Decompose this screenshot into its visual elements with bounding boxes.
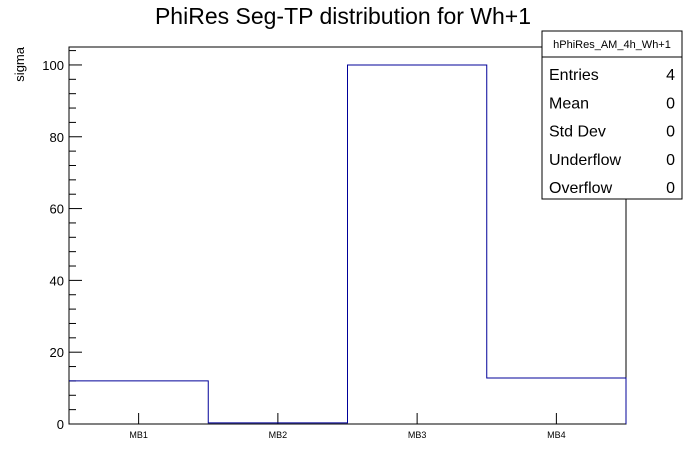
stats-row-value: 0 <box>666 152 675 169</box>
stats-box-name: hPhiRes_AM_4h_Wh+1 <box>553 39 671 51</box>
y-tick-label: 0 <box>57 417 64 432</box>
stats-row-label: Mean <box>549 95 589 112</box>
x-tick-label: MB4 <box>547 430 566 440</box>
stats-row-value: 0 <box>666 180 675 197</box>
histogram-bar <box>348 65 487 424</box>
y-axis: 0 20 40 60 80 100 <box>42 50 82 432</box>
y-tick-label: 60 <box>50 202 64 217</box>
y-tick-label: 80 <box>50 130 64 145</box>
x-tick-label: MB3 <box>408 430 427 440</box>
stats-box: hPhiRes_AM_4h_Wh+1 Entries 4 Mean 0 Std Dev 0… <box>541 30 683 200</box>
stats-row-label: Overflow <box>549 180 613 197</box>
histogram-bars <box>69 64 627 424</box>
stats-row-value: 4 <box>666 67 675 84</box>
y-tick-label: 20 <box>50 345 64 360</box>
stats-box-frame <box>541 30 683 200</box>
x-axis: MB1 MB2 MB3 MB4 <box>129 413 566 440</box>
stats-row-value: 0 <box>666 124 675 141</box>
stats-row-value: 0 <box>666 95 675 112</box>
plot-frame <box>68 46 627 425</box>
stats-row-label: Underflow <box>549 152 621 169</box>
y-axis-label: sigma <box>12 46 27 81</box>
x-tick-label: MB2 <box>269 430 288 440</box>
stats-row-label: Std Dev <box>549 124 606 141</box>
x-tick-label: MB1 <box>129 430 148 440</box>
y-tick-label: 40 <box>50 273 64 288</box>
chart-title: PhiRes Seg-TP distribution for Wh+1 <box>155 3 531 29</box>
y-tick-label: 100 <box>42 58 64 73</box>
stats-row-label: Entries <box>549 67 599 84</box>
histogram-outline <box>69 64 627 424</box>
